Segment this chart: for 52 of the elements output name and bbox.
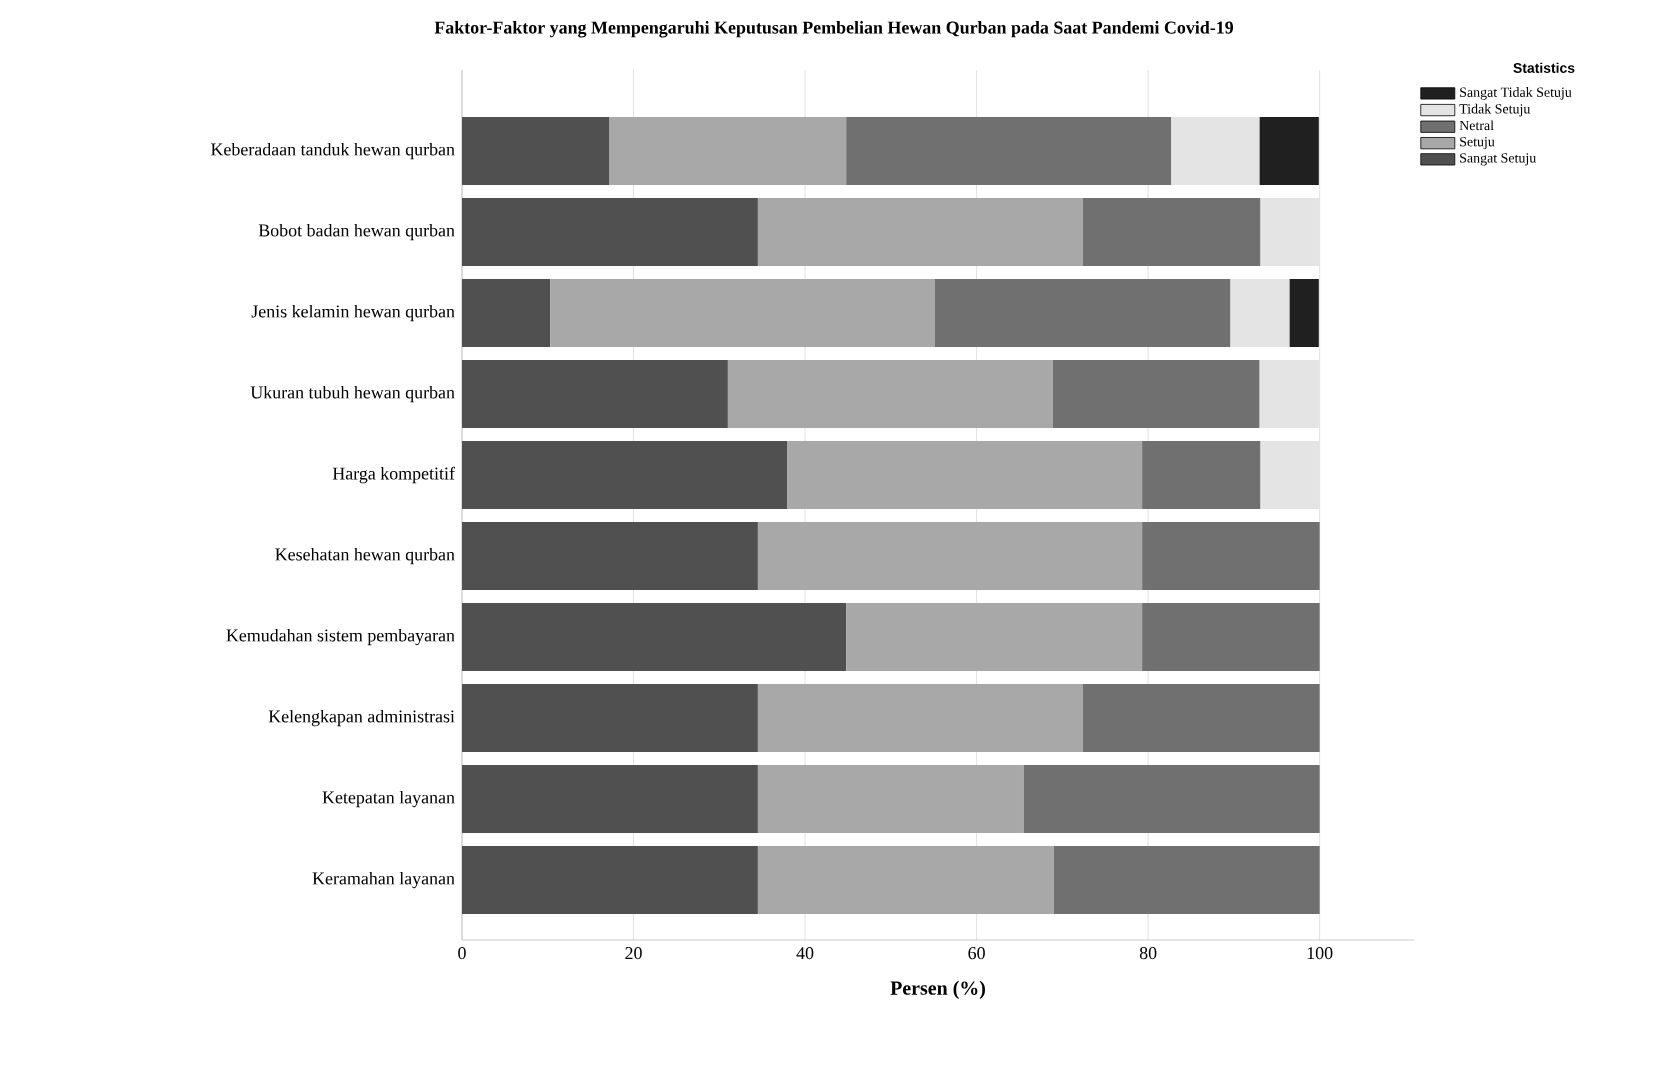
bar <box>462 279 551 348</box>
y-tick-label: Kemudahan sistem pembayaran <box>226 628 455 646</box>
bar <box>787 441 1143 510</box>
bar <box>1142 603 1320 672</box>
bar <box>1082 198 1261 267</box>
bar <box>1082 684 1320 753</box>
x-tick-label: 60 <box>968 947 985 960</box>
bar <box>1142 441 1261 510</box>
bar <box>1023 765 1320 834</box>
bar <box>1142 522 1320 591</box>
bar <box>462 603 847 672</box>
bar <box>1171 117 1260 186</box>
x-tick-label: 80 <box>1139 947 1157 960</box>
bar <box>1053 846 1320 915</box>
bar <box>757 765 1024 834</box>
bar <box>462 360 728 429</box>
x-tick-label: 100 <box>1307 947 1333 960</box>
y-tick-label: Harga kompetitif <box>332 466 455 484</box>
bar <box>757 846 1054 915</box>
bar <box>757 198 1083 267</box>
y-tick-label: Keramahan layanan <box>312 871 455 889</box>
y-tick-label: Jenis kelamin hewan qurban <box>251 304 455 322</box>
y-tick-label: Kelengkapan administrasi <box>268 709 455 727</box>
y-tick-label: Ketepatan layanan <box>322 790 455 808</box>
y-tick-label: Keberadaan tanduk hewan qurban <box>211 142 455 160</box>
chart-title: Faktor-Faktor yang Mempengaruhi Keputusan Pembelian Hewan Qurban pada Saat Pandemi Covid-19 <box>434 21 1234 38</box>
bar <box>757 522 1143 591</box>
bar <box>462 522 758 591</box>
bar <box>934 279 1231 348</box>
bar <box>1052 360 1260 429</box>
y-tick-label: Ukuran tubuh hewan qurban <box>250 385 455 403</box>
bar <box>846 117 1172 186</box>
x-tick-label: 40 <box>796 947 814 960</box>
bar <box>757 684 1083 753</box>
bar <box>462 846 758 915</box>
bar <box>462 765 758 834</box>
bar <box>550 279 935 348</box>
bar <box>846 603 1143 672</box>
bar <box>462 684 758 753</box>
bar <box>462 117 610 186</box>
x-tick-label: 20 <box>625 947 642 960</box>
x-tick-label: 0 <box>458 947 466 960</box>
y-tick-label: Kesehatan hewan qurban <box>275 547 455 565</box>
bar <box>462 198 758 267</box>
y-tick-label: Bobot badan hewan qurban <box>258 223 455 241</box>
bar <box>1230 279 1290 348</box>
bar <box>1289 279 1319 348</box>
bar <box>727 360 1053 429</box>
bar <box>462 441 788 510</box>
x-axis-title: Persen (%) <box>890 980 985 999</box>
bar <box>1259 117 1319 186</box>
bar <box>609 117 847 186</box>
